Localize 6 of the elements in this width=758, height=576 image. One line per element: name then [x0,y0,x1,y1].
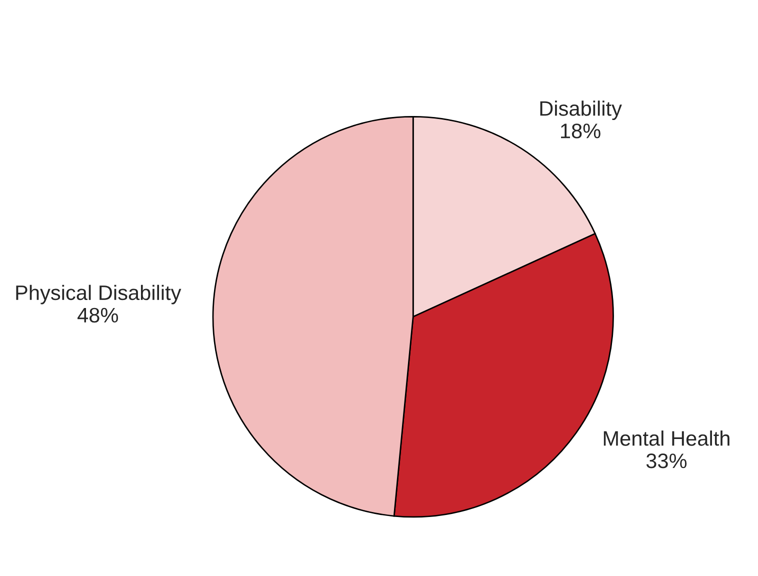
slice-label: Physical Disability [16,284,182,304]
slice-label: Disability [540,100,622,120]
slice-label: Mental Health [604,430,730,446]
data-label: 33% [646,454,687,468]
data-label: 48% [78,308,118,323]
data-label: 18% [561,124,600,138]
